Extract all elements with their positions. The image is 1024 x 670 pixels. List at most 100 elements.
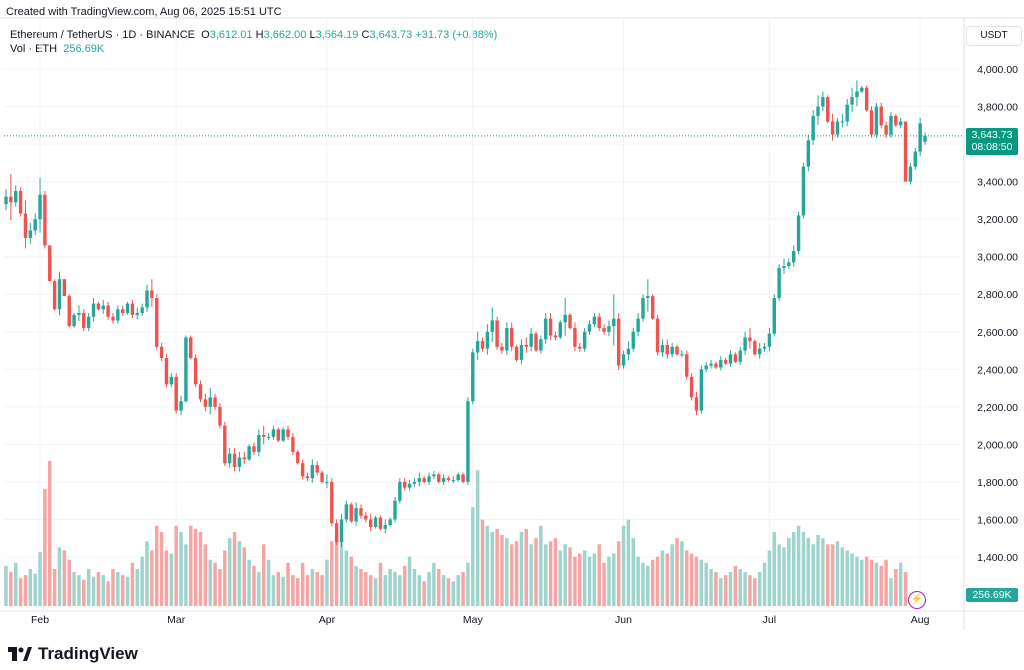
volume-bar	[636, 556, 640, 606]
x-tick-label: Apr	[319, 614, 336, 626]
volume-bar	[592, 553, 597, 606]
volume-bar	[646, 565, 650, 606]
candle-body	[72, 314, 76, 327]
x-tick-label: Aug	[911, 614, 930, 626]
candle-body	[86, 316, 91, 329]
volume-bar	[67, 559, 71, 606]
candle-body	[918, 123, 922, 152]
candle-body	[247, 446, 251, 460]
candle-body	[757, 348, 762, 355]
volume-bar	[247, 559, 251, 606]
volume-bar	[159, 531, 164, 606]
volume-bar	[782, 547, 786, 606]
candle-body	[179, 401, 183, 411]
volume-bar	[52, 568, 57, 606]
candle-body	[923, 135, 927, 142]
volume-bar	[903, 572, 908, 606]
currency-button[interactable]: USDT	[966, 26, 1022, 46]
last-price-tag: 3,643.73 08:08:50	[966, 128, 1018, 155]
volume-bar	[13, 562, 18, 606]
volume-bar	[388, 568, 392, 606]
volume-bar	[145, 541, 149, 606]
volume-bar	[466, 562, 470, 606]
ohlc-legend: Ethereum / TetherUS · 1D · BINANCE O3,61…	[10, 29, 497, 41]
volume-bar	[150, 550, 154, 606]
volume-bar	[495, 528, 499, 606]
candle-body	[407, 483, 412, 488]
candle-body	[801, 166, 806, 216]
candle-body	[262, 435, 266, 437]
candle-body	[437, 474, 441, 482]
candle-body	[412, 481, 417, 484]
volume-bar	[694, 556, 699, 606]
change-value: +31.73 (+0.88%)	[415, 29, 498, 41]
candle-body	[723, 359, 728, 364]
volume-bar	[704, 562, 708, 606]
volume-bar	[407, 556, 412, 606]
volume-bar	[62, 550, 67, 606]
candle-body	[777, 267, 781, 298]
candle-body	[641, 297, 645, 319]
volume-bar	[43, 488, 47, 606]
candle-body	[762, 346, 767, 349]
candle-body	[792, 251, 796, 263]
candle-body	[271, 429, 276, 437]
tradingview-logo: TradingView	[8, 644, 138, 664]
candle-body	[719, 359, 723, 368]
tradingview-mark-icon	[8, 647, 32, 661]
candle-body	[471, 352, 475, 402]
candle-body	[835, 121, 840, 135]
volume-bar	[894, 568, 898, 606]
volume-label[interactable]: Vol · ETH	[10, 43, 58, 55]
volume-bar	[723, 575, 728, 606]
candle-body	[689, 376, 694, 398]
symbol-title[interactable]: Ethereum / TetherUS · 1D · BINANCE	[10, 29, 196, 41]
volume-bar	[174, 525, 178, 606]
volume-bar	[441, 575, 446, 606]
candle-body	[456, 474, 460, 481]
volume-value: 256.69K	[63, 43, 105, 55]
volume-bar	[310, 568, 315, 606]
lightning-icon[interactable]: ⚡	[908, 591, 926, 609]
volume-bar	[96, 572, 101, 606]
candle-body	[125, 303, 130, 313]
candle-body	[529, 333, 533, 347]
volume-bar	[621, 525, 626, 606]
y-tick-label: 3,800.00	[977, 102, 1018, 114]
candle-body	[626, 348, 631, 355]
volume-bar	[743, 572, 747, 606]
open-value: 3,612.01	[209, 29, 253, 41]
candle-body	[43, 194, 47, 246]
volume-bar	[650, 559, 655, 606]
volume-bar	[558, 550, 563, 606]
volume-bar	[412, 568, 417, 606]
volume-bar	[417, 575, 422, 606]
volume-bar	[699, 559, 704, 606]
volume-bar	[140, 556, 144, 606]
volume-bar	[169, 553, 174, 606]
candle-body	[184, 337, 188, 402]
candle-body	[816, 106, 820, 116]
candle-body	[675, 346, 679, 355]
volume-bar	[9, 572, 13, 606]
volume-bar	[850, 553, 854, 606]
volume-bar	[539, 525, 543, 606]
volume-bar	[582, 550, 587, 606]
candle-body	[135, 313, 139, 315]
candle-body	[130, 303, 135, 315]
candle-body	[257, 435, 261, 452]
candle-body	[704, 365, 708, 370]
candle-body	[213, 397, 217, 407]
volume-bar	[300, 562, 305, 606]
candle-body	[714, 363, 718, 368]
candle-body	[232, 453, 237, 467]
volume-bar	[821, 538, 825, 606]
candle-body	[101, 305, 105, 310]
tradingview-wordmark: TradingView	[38, 644, 138, 663]
volume-bar	[271, 575, 276, 606]
volume-bar	[334, 535, 339, 606]
candle-body	[616, 318, 621, 366]
volume-bar	[719, 578, 723, 606]
candle-body	[855, 91, 859, 98]
